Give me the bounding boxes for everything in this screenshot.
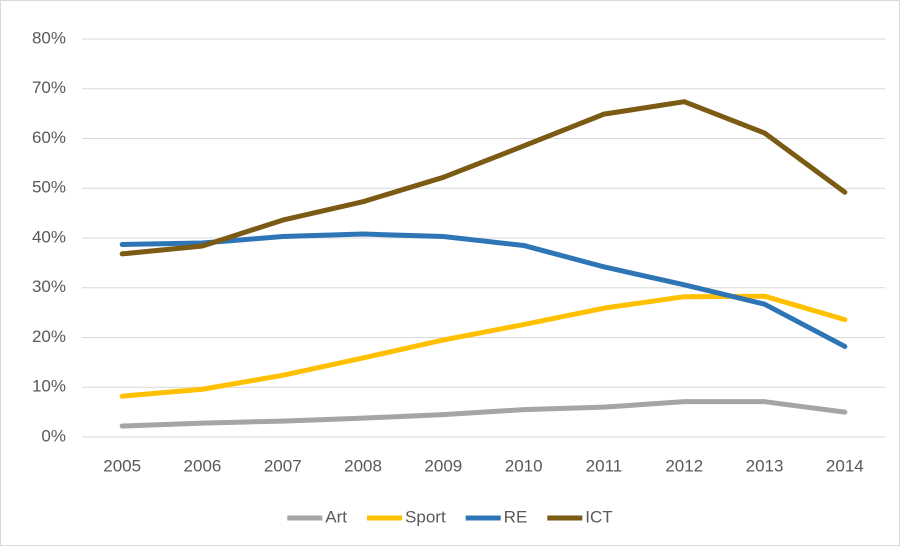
y-tick-label: 50% — [32, 178, 66, 197]
x-tick-label: 2006 — [184, 456, 222, 475]
x-tick-label: 2005 — [103, 456, 141, 475]
series-line — [119, 99, 848, 257]
series-line — [119, 231, 848, 349]
legend-label: Art — [325, 507, 347, 526]
x-tick-label: 2009 — [424, 456, 462, 475]
legend-label: ICT — [585, 507, 612, 526]
x-tick-label: 2013 — [746, 456, 784, 475]
series-line — [119, 399, 848, 429]
y-tick-label: 40% — [32, 227, 66, 246]
x-tick-label: 2007 — [264, 456, 302, 475]
y-tick-label: 0% — [41, 426, 66, 445]
y-tick-label: 70% — [32, 78, 66, 97]
x-tick-label: 2011 — [586, 456, 623, 475]
y-tick-label: 80% — [32, 28, 66, 47]
y-tick-label: 20% — [32, 327, 66, 346]
y-tick-label: 10% — [32, 377, 66, 396]
x-tick-label: 2014 — [826, 456, 864, 475]
legend-label: Sport — [405, 507, 446, 526]
x-tick-label: 2008 — [344, 456, 382, 475]
x-tick-label: 2010 — [505, 456, 543, 475]
y-tick-label: 60% — [32, 128, 66, 147]
x-tick-label: 2012 — [665, 456, 703, 475]
legend-label: RE — [504, 507, 528, 526]
y-tick-label: 30% — [32, 277, 66, 296]
